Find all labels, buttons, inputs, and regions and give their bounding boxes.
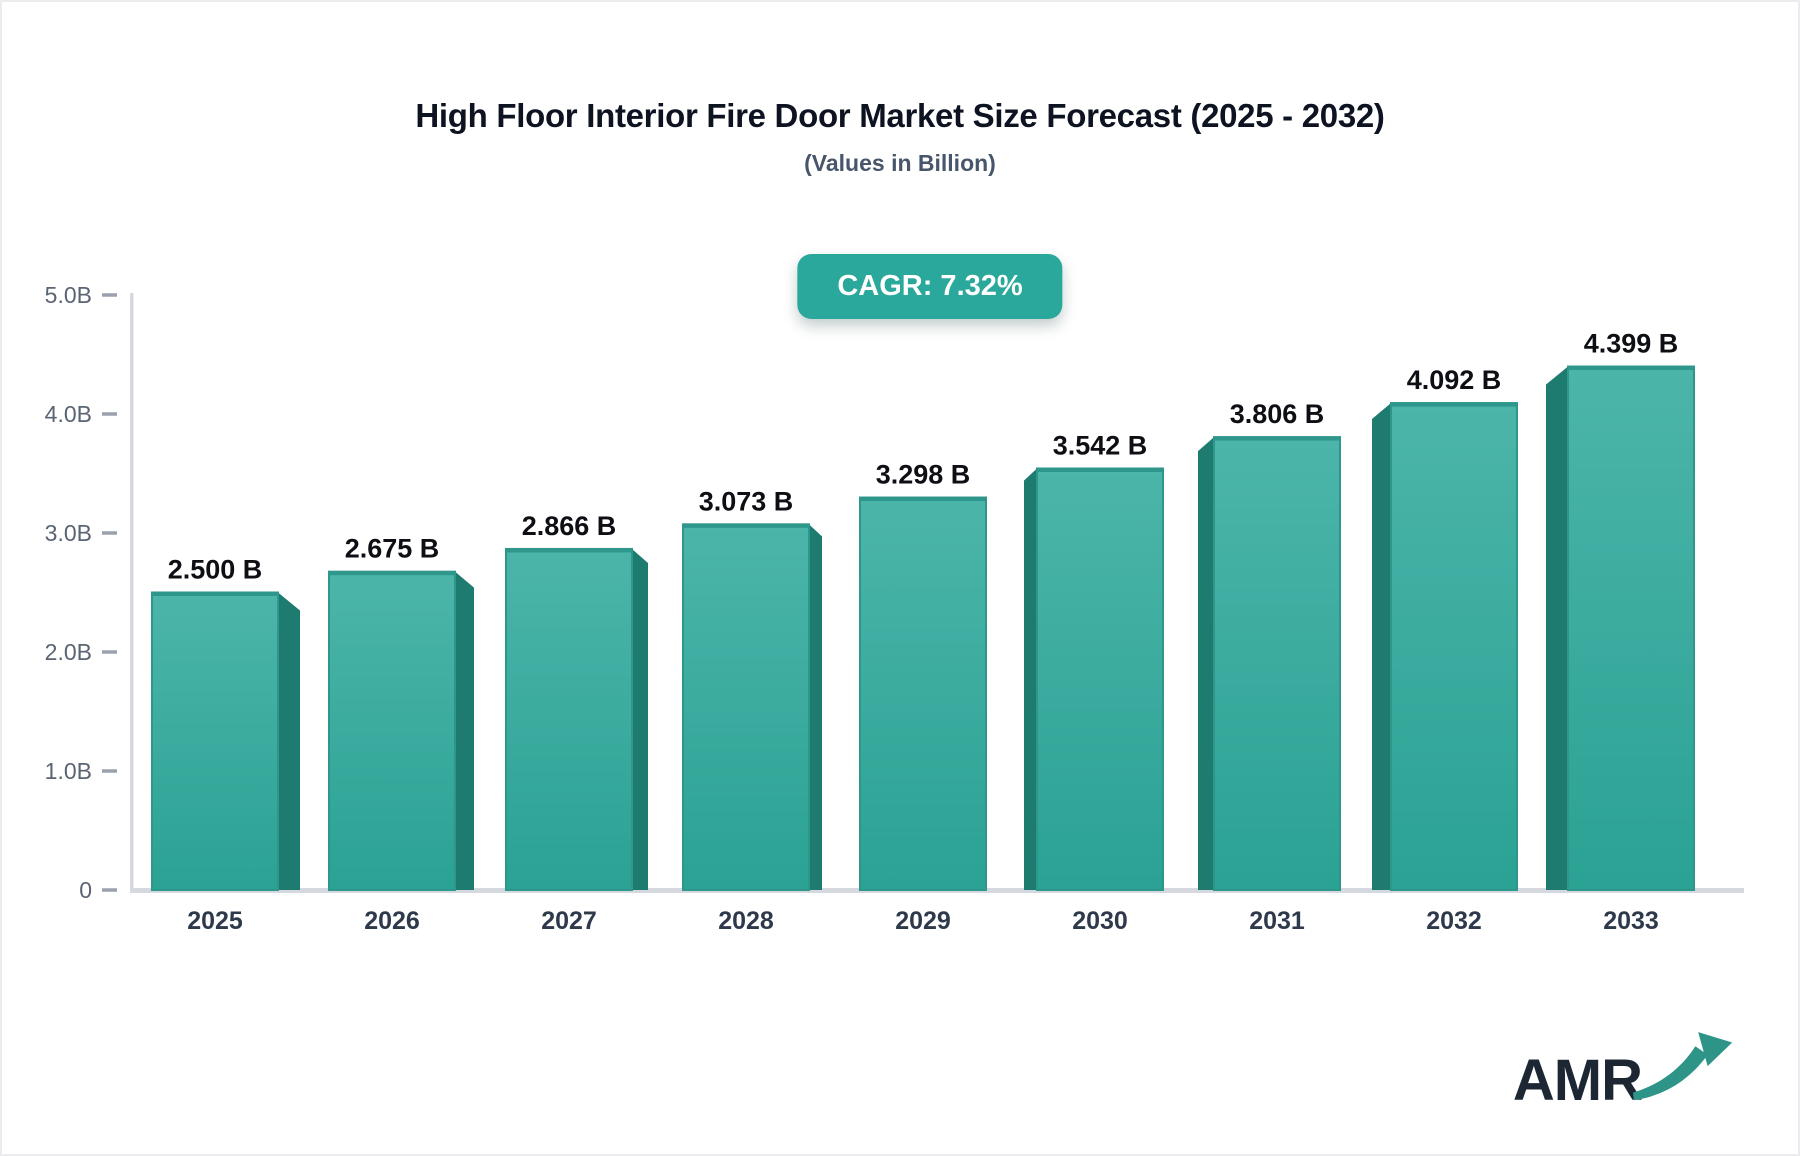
bar-group-2032: 4.092 B 2032 bbox=[1372, 365, 1518, 935]
bar-value-label: 2.500 B bbox=[168, 555, 263, 585]
bar-front-face bbox=[859, 496, 987, 891]
bar-top-edge bbox=[1568, 366, 1694, 371]
bar-top-edge bbox=[683, 524, 809, 528]
bar-top-edge bbox=[506, 548, 632, 553]
bar-group-2028: 3.073 B 2028 bbox=[682, 486, 822, 935]
x-axis-label: 2027 bbox=[541, 907, 597, 935]
bar-front-face bbox=[328, 570, 456, 891]
chart-title: High Floor Interior Fire Door Market Siz… bbox=[415, 97, 1385, 134]
bar-top-edge bbox=[1214, 437, 1340, 441]
y-axis-line bbox=[130, 293, 134, 890]
x-axis-label: 2030 bbox=[1072, 907, 1128, 935]
bar-group-2029: 3.298 B 2029 bbox=[859, 460, 987, 935]
bar-value-label: 3.298 B bbox=[876, 460, 971, 490]
x-axis-label: 2028 bbox=[718, 907, 774, 935]
bar-front-face bbox=[1036, 467, 1164, 891]
bar-top-edge bbox=[329, 571, 455, 576]
bar-group-2033: 4.399 B 2033 bbox=[1546, 329, 1695, 935]
bar-top-edge bbox=[152, 592, 278, 596]
cagr-badge: CAGR: 7.32% bbox=[797, 254, 1063, 319]
bar-side-face bbox=[632, 548, 648, 890]
bar-side-face bbox=[278, 592, 300, 890]
y-tick-label: 0 bbox=[79, 877, 92, 903]
bar-side-face bbox=[809, 524, 822, 890]
trend-arrow-icon bbox=[1632, 1032, 1733, 1101]
y-tick-label: 5.0B bbox=[45, 282, 92, 308]
bar-group-2027: 2.866 B 2027 bbox=[505, 511, 648, 935]
bar-front-face bbox=[1390, 402, 1518, 891]
bar-group-2025: 2.500 B 2025 bbox=[151, 555, 300, 935]
x-axis-label: 2029 bbox=[895, 907, 951, 935]
y-tick-label: 2.0B bbox=[45, 639, 92, 665]
bar-top-edge bbox=[1037, 468, 1163, 473]
bar-group-2031: 3.806 B 2031 bbox=[1198, 399, 1341, 935]
bar-group-2026: 2.675 B 2026 bbox=[328, 534, 474, 935]
bar-side-face bbox=[455, 571, 474, 890]
bar-front-face bbox=[1213, 436, 1341, 891]
chart-subtitle: (Values in Billion) bbox=[804, 150, 996, 176]
bar-value-label: 3.542 B bbox=[1053, 431, 1148, 461]
bar-side-face bbox=[1198, 437, 1214, 890]
y-tick-mark bbox=[102, 412, 117, 416]
bar-front-face bbox=[682, 523, 810, 891]
x-axis-label: 2031 bbox=[1249, 907, 1305, 935]
y-tick-mark bbox=[102, 888, 117, 892]
y-tick-mark bbox=[102, 650, 117, 654]
y-tick-mark bbox=[102, 531, 117, 535]
amr-logo-text: AMR bbox=[1512, 1048, 1643, 1113]
amr-logo: AMR bbox=[1513, 1028, 1736, 1110]
bar-value-label: 2.866 B bbox=[522, 511, 617, 541]
bar-value-label: 2.675 B bbox=[345, 534, 440, 564]
bar-side-face bbox=[1546, 366, 1568, 890]
bar-front-face bbox=[151, 591, 279, 891]
y-tick-label: 1.0B bbox=[45, 758, 92, 784]
y-tick-label: 3.0B bbox=[45, 520, 92, 546]
y-tick-mark bbox=[102, 293, 117, 297]
bar-side-face bbox=[1024, 468, 1037, 890]
bar-top-edge bbox=[860, 497, 986, 502]
bar-value-label: 3.806 B bbox=[1230, 399, 1325, 429]
bar-value-label: 4.399 B bbox=[1584, 329, 1679, 359]
x-axis-label: 2033 bbox=[1603, 907, 1659, 935]
bar-front-face bbox=[1567, 365, 1695, 892]
bar-side-face bbox=[1372, 403, 1391, 890]
bar-top-edge bbox=[1391, 403, 1517, 407]
bar-front-face bbox=[505, 547, 633, 891]
y-tick-label: 4.0B bbox=[45, 401, 92, 427]
x-axis-label: 2032 bbox=[1426, 907, 1482, 935]
bar-group-2030: 3.542 B 2030 bbox=[1024, 431, 1164, 935]
bar-value-label: 3.073 B bbox=[699, 486, 794, 516]
y-tick-mark bbox=[102, 769, 117, 773]
x-axis-label: 2026 bbox=[364, 907, 420, 935]
x-axis-label: 2025 bbox=[187, 907, 243, 935]
bar-value-label: 4.092 B bbox=[1407, 365, 1502, 395]
